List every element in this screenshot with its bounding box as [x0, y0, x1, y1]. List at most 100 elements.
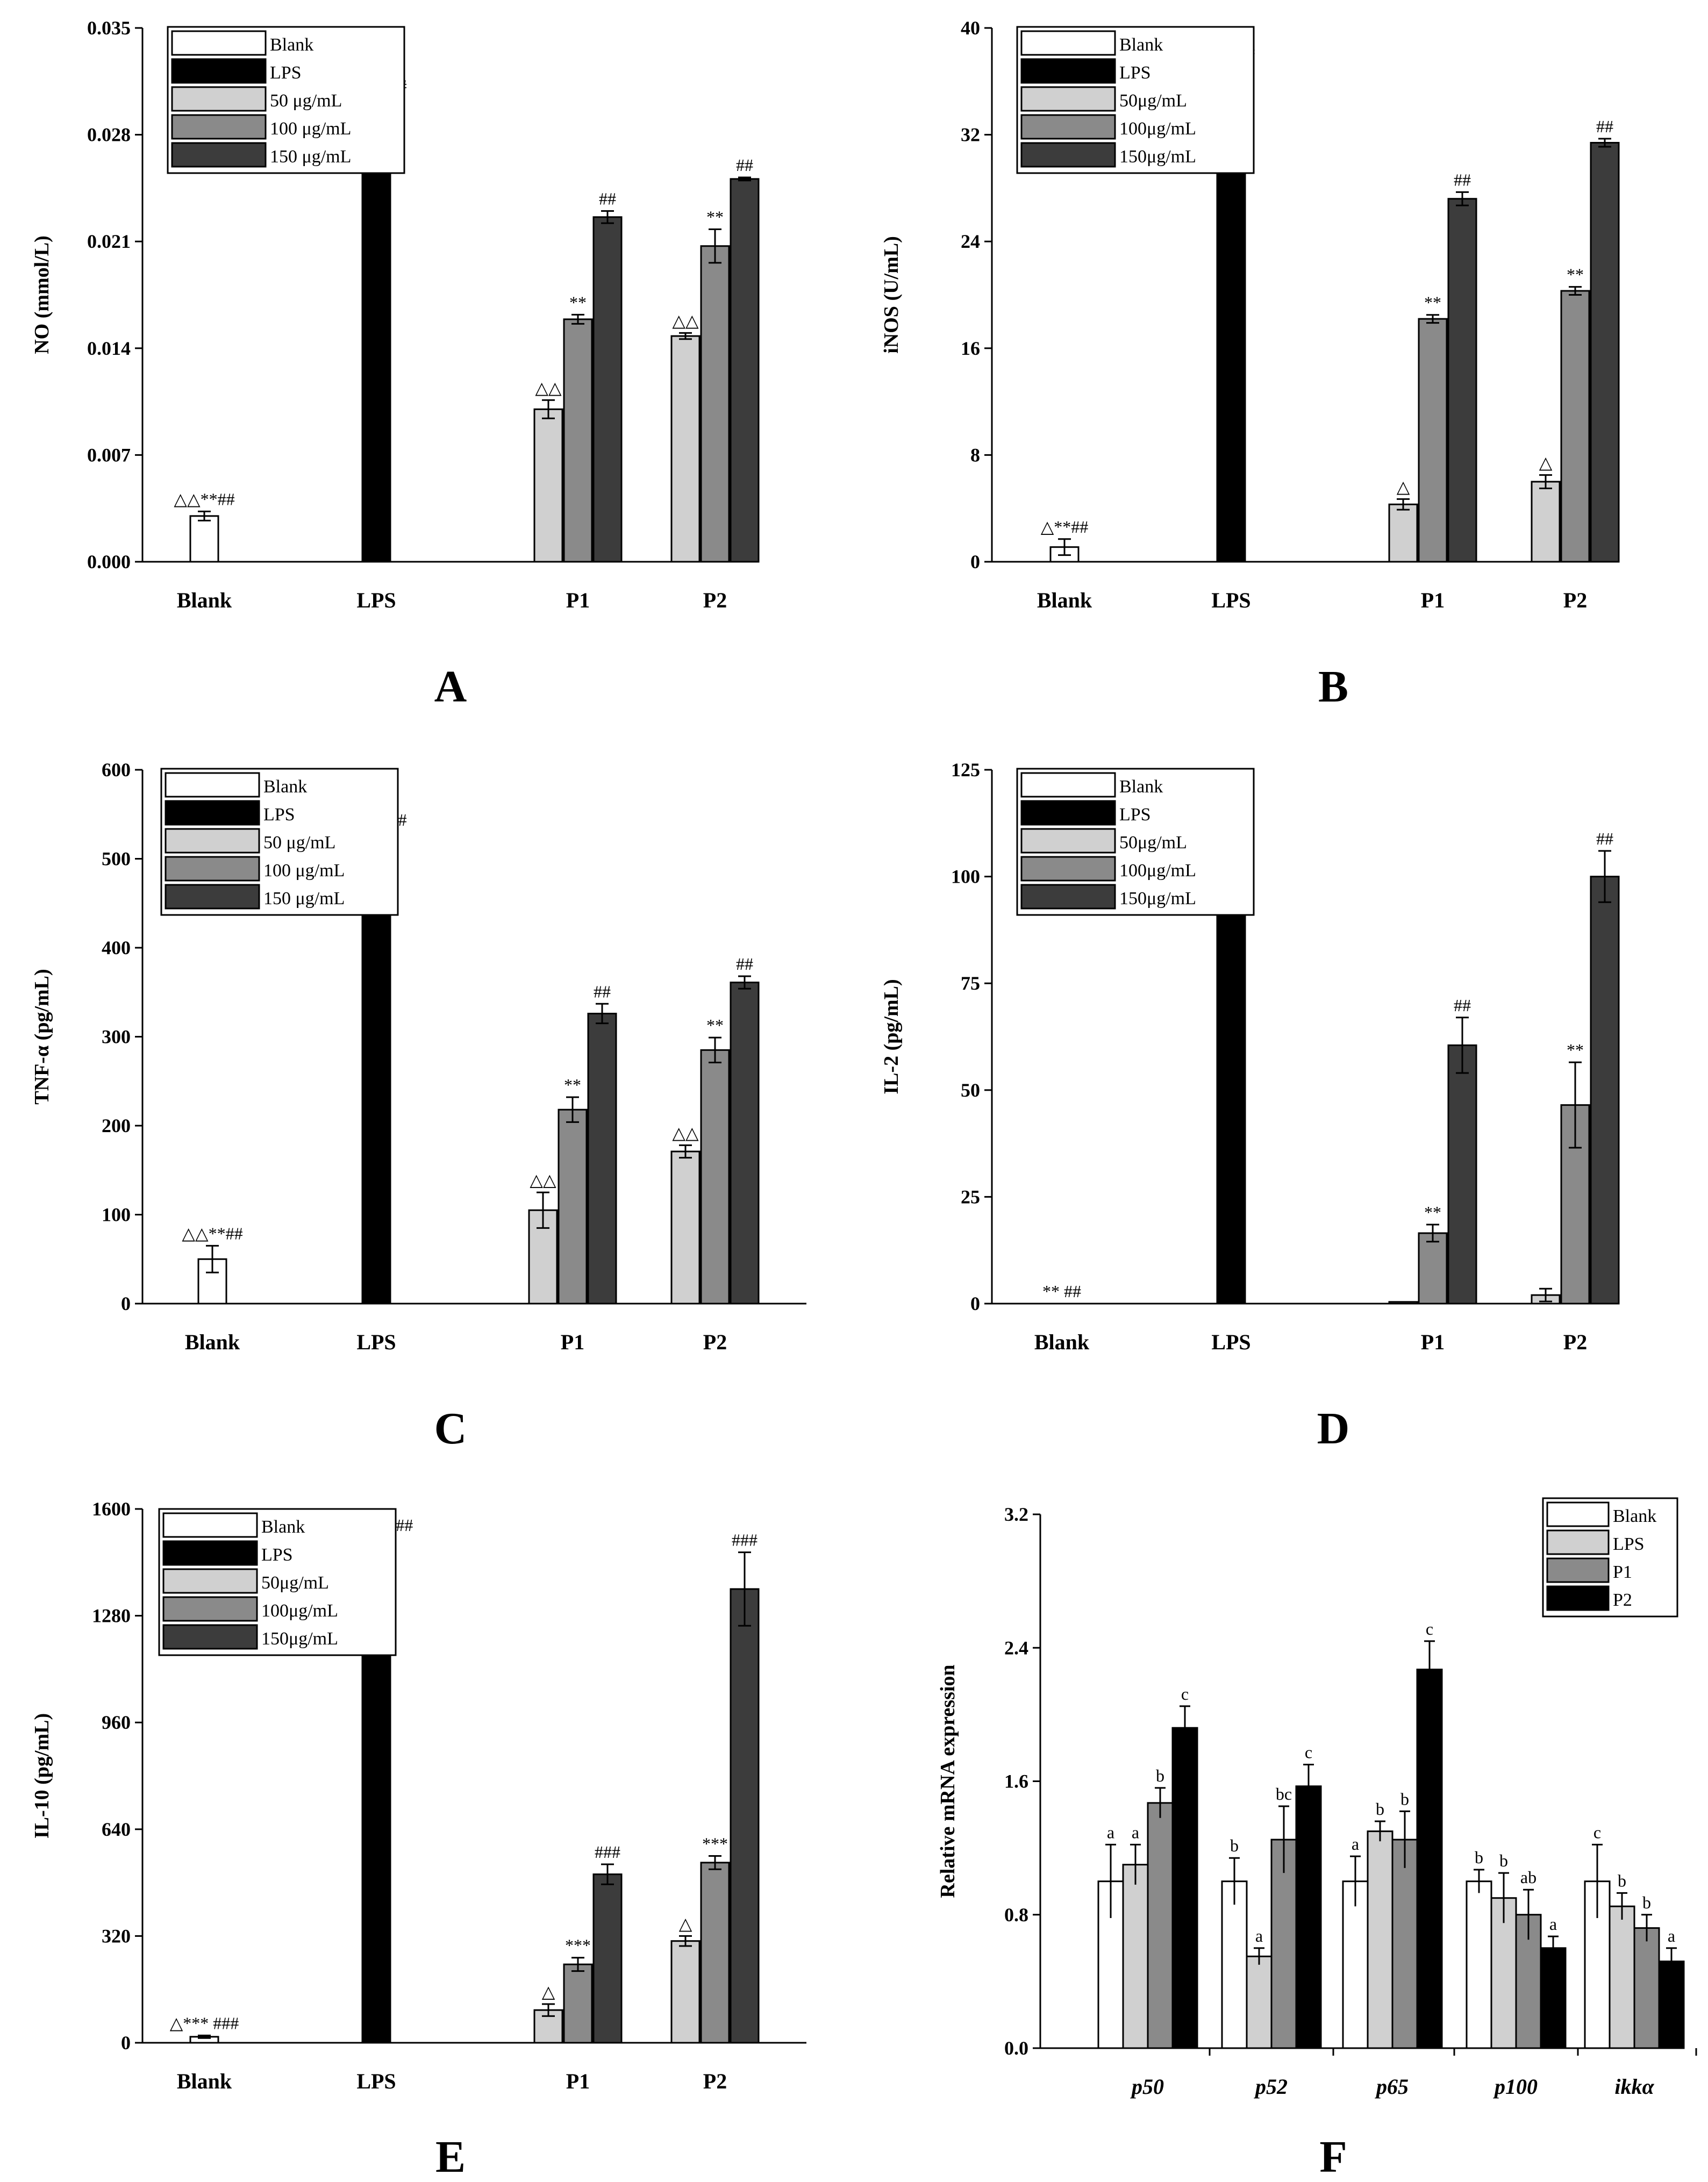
bar — [670, 1150, 701, 1305]
legend-swatch — [1020, 856, 1116, 882]
significance-label: △*** ### — [170, 2013, 239, 2033]
chart-panel-c: 0 100 200 300 400 500 600 TNF-α (pg/mL) C Blank LP… — [31, 759, 806, 1454]
legend-entry: LPS — [263, 805, 295, 825]
x-category-label: LPS — [356, 2069, 396, 2093]
y-tick-label: 24 — [961, 231, 980, 252]
significance-label: ** — [1424, 293, 1441, 312]
bar — [1609, 1905, 1635, 2049]
x-category-label: P2 — [1563, 588, 1587, 612]
bar — [730, 1588, 760, 2044]
legend-entry: 50 μg/mL — [263, 833, 335, 853]
significance-label: ** — [564, 1075, 581, 1094]
chart-panel-d: 0 25 50 75 100 125 IL-2 (pg/mL) D Blank LPS P1 P2 **… — [880, 759, 1620, 1454]
significance-label: ** — [706, 1015, 724, 1035]
bar — [700, 1862, 730, 2044]
bar — [1367, 1830, 1393, 2049]
significance-label: *** — [702, 1834, 728, 1853]
legend-swatch — [1020, 772, 1116, 798]
y-tick-label: 400 — [102, 937, 131, 958]
significance-letter: a — [1255, 1926, 1263, 1945]
bar — [1122, 1864, 1149, 2049]
significance-label: ## — [594, 982, 611, 1001]
significance-letter: a — [1352, 1834, 1359, 1854]
chart-panel-a: 0.000 0.007 0.014 0.021 0.028 0.035 NO (mmol/L… — [31, 17, 760, 712]
legend-entry: Blank — [1119, 777, 1163, 797]
y-tick-label: 125 — [951, 759, 980, 781]
y-tick-label: 300 — [102, 1026, 131, 1048]
x-category-label: Blank — [177, 588, 232, 612]
legend-entry: 50 μg/mL — [270, 91, 342, 111]
y-tick-label: 100 — [951, 866, 980, 888]
legend-swatch — [1546, 1501, 1610, 1527]
significance-label: △△ — [672, 311, 699, 330]
significance-label: ## — [1454, 170, 1471, 189]
panel-label: D — [1317, 1404, 1350, 1454]
bar — [1295, 1785, 1322, 2049]
bar — [1447, 198, 1477, 563]
y-tick-label: 100 — [102, 1204, 131, 1226]
significance-letter: a — [1549, 1914, 1557, 1934]
legend-swatch — [1020, 30, 1116, 56]
legend-swatch — [1546, 1585, 1610, 1611]
x-category-label: LPS — [356, 1330, 396, 1354]
x-category-label: p100 — [1493, 2074, 1538, 2099]
legend-swatch — [1020, 800, 1116, 826]
y-tick-label: 0.035 — [87, 17, 131, 39]
legend: Blank LPS 50μg/mL 100μg/mL 150μg/mL — [1016, 26, 1255, 174]
legend-entry: 100 μg/mL — [263, 861, 345, 881]
legend: Blank LPS 50μg/mL 100μg/mL 150μg/mL — [1016, 768, 1255, 916]
bar — [1590, 141, 1620, 563]
y-tick-label: 16 — [961, 338, 980, 359]
y-axis-label: TNF-α (pg/mL) — [31, 969, 53, 1104]
significance-label: ### — [595, 1842, 620, 1862]
x-category-label: ikkα — [1614, 2074, 1654, 2099]
legend-swatch — [171, 30, 267, 56]
legend-entry: LPS — [1613, 1534, 1645, 1554]
significance-label: ## — [1596, 829, 1613, 848]
significance-label: ** — [1567, 265, 1584, 284]
significance-letter: b — [1156, 1766, 1164, 1785]
significance-label: △△ — [530, 1170, 556, 1190]
y-tick-label: 2.4 — [1004, 1637, 1028, 1658]
bar — [1633, 1927, 1660, 2049]
x-category-label: LPS — [356, 588, 396, 612]
bar — [1416, 1669, 1443, 2049]
bar — [1418, 318, 1448, 563]
legend-swatch — [162, 1596, 258, 1622]
y-tick-label: 0.8 — [1004, 1904, 1028, 1926]
legend-swatch — [165, 828, 260, 854]
bar — [592, 1873, 623, 2044]
y-tick-label: 75 — [961, 972, 980, 994]
legend-swatch — [1546, 1557, 1610, 1583]
legend-entry: Blank — [1613, 1506, 1656, 1526]
y-tick-label: 0.028 — [87, 124, 131, 146]
x-category-label: Blank — [1037, 588, 1092, 612]
bar — [700, 245, 730, 563]
x-category-label: Blank — [177, 2069, 232, 2093]
bar — [361, 102, 391, 563]
significance-label: △△ — [672, 1123, 699, 1142]
significance-label: △ — [542, 1982, 555, 2001]
y-tick-label: 0 — [970, 551, 980, 573]
bar — [1447, 1044, 1477, 1305]
legend-entry: 50μg/mL — [261, 1573, 329, 1593]
legend: Blank LPS 50μg/mL 100μg/mL 150μg/mL — [158, 1508, 397, 1656]
x-category-label: P1 — [1421, 588, 1445, 612]
x-category-label: p52 — [1254, 2074, 1288, 2099]
legend-swatch — [171, 114, 267, 140]
legend-entry: 100μg/mL — [1119, 119, 1196, 139]
legend-entry: P1 — [1613, 1562, 1632, 1582]
legend-swatch — [171, 58, 267, 84]
significance-label: △ — [679, 1914, 692, 1933]
y-tick-label: 0.014 — [87, 338, 131, 359]
bar — [1270, 1838, 1297, 2049]
bar — [361, 858, 391, 1305]
bar — [730, 982, 760, 1305]
x-category-label: LPS — [1211, 588, 1250, 612]
bar — [1560, 290, 1590, 563]
y-tick-label: 0 — [121, 1293, 131, 1314]
legend-entry: LPS — [1119, 63, 1151, 83]
legend-entry: 150μg/mL — [1119, 147, 1196, 167]
bar — [700, 1049, 730, 1305]
legend-entry: 50μg/mL — [1119, 833, 1187, 853]
